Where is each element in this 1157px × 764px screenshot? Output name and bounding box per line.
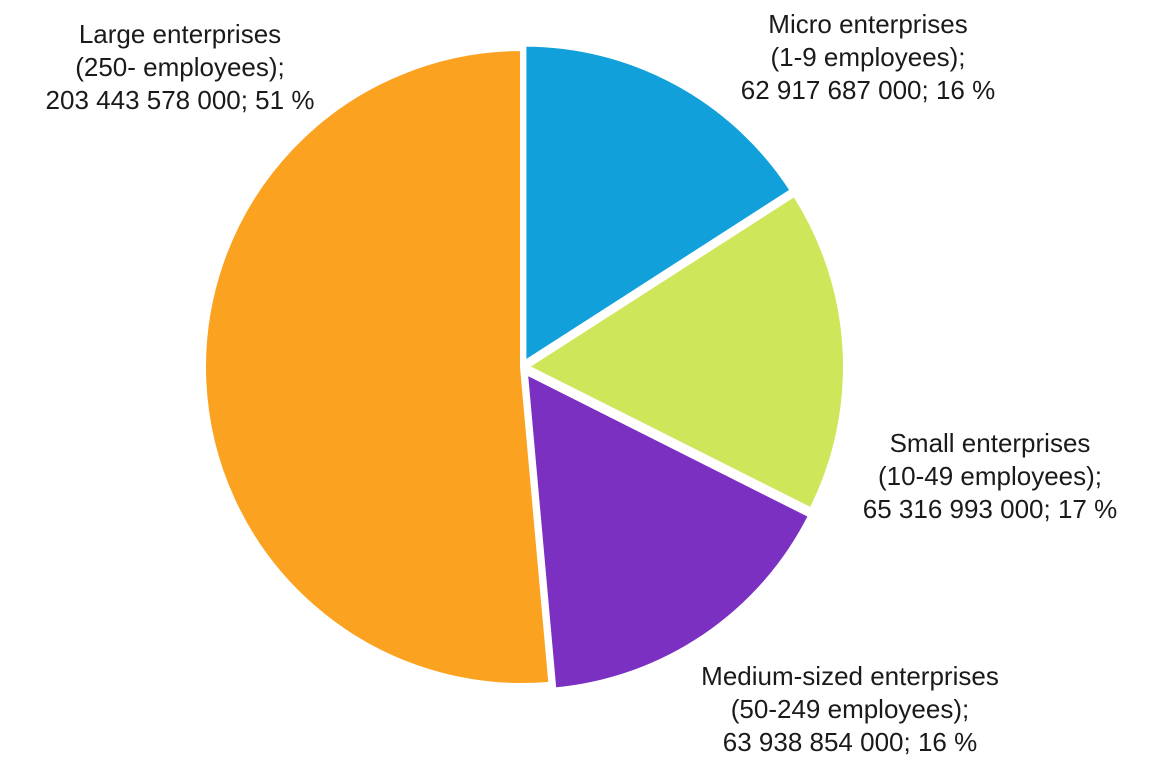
slice-name: Large enterprises: [79, 19, 281, 49]
slice-value: 63 938 854 000; 16 %: [723, 727, 977, 757]
slice-category: (250- employees);: [75, 52, 285, 82]
slice-value: 203 443 578 000; 51 %: [46, 85, 315, 115]
slice-value: 65 316 993 000; 17 %: [863, 494, 1117, 524]
slice-label-small-enterprises: Small enterprises (10-49 employees); 65 31…: [863, 428, 1117, 524]
pie-slice-small-enterprises: [524, 192, 847, 512]
slice-category: (50-249 employees);: [731, 694, 969, 724]
slice-value: 62 917 687 000; 16 %: [741, 75, 995, 105]
slice-name: Small enterprises: [890, 428, 1091, 458]
slices-layer: [201, 42, 847, 692]
slice-category: (10-49 employees);: [878, 461, 1102, 491]
slice-label-micro-enterprises: Micro enterprises (1-9 employees); 62 917 …: [741, 9, 995, 105]
pie-slice-medium-sized-enterprises: [523, 370, 813, 692]
labels-layer: Micro enterprises (1-9 employees); 62 917 …: [46, 9, 1118, 757]
slice-label-large-enterprises: Large enterprises (250- employees); 203 44…: [46, 19, 315, 115]
slice-name: Micro enterprises: [768, 9, 967, 39]
slice-name: Medium-sized enterprises: [701, 661, 999, 691]
pie-slice-micro-enterprises: [522, 42, 794, 365]
slice-label-medium-sized-enterprises: Medium-sized enterprises (50-249 employee…: [701, 661, 999, 757]
slice-category: (1-9 employees);: [770, 42, 965, 72]
pie-slice-large-enterprises: [201, 47, 553, 687]
